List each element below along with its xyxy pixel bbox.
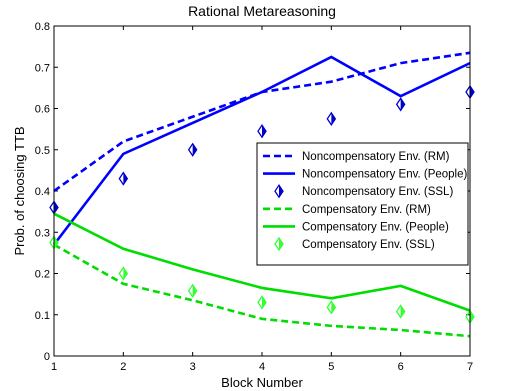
x-tick-label: 5 — [328, 361, 334, 373]
x-tick-label: 4 — [259, 361, 265, 373]
series-line — [53, 243, 471, 338]
y-tick-label: 0.8 — [35, 21, 50, 33]
y-tick-label: 0.3 — [35, 227, 50, 239]
chart-title: Rational Metareasoning — [188, 3, 336, 19]
data-point — [187, 142, 198, 157]
x-tick-label: 2 — [120, 361, 126, 373]
legend-marker-fill — [279, 238, 283, 250]
series-3 — [53, 243, 471, 338]
legend-label: Compensatory Env. (RM) — [302, 204, 431, 216]
data-point-fill — [262, 125, 266, 138]
x-tick-label: 6 — [398, 361, 404, 373]
y-tick-label: 0.5 — [35, 145, 50, 157]
plot-frame — [53, 25, 471, 357]
series-layer — [49, 51, 475, 338]
legend-label: Noncompensatory Env. (RM) — [302, 151, 450, 163]
series-2 — [49, 84, 475, 215]
series-1 — [52, 55, 471, 246]
y-tick-label: 0.1 — [35, 310, 50, 322]
data-point-fill — [331, 112, 336, 125]
data-point-fill — [331, 301, 336, 314]
y-tick-label: 0 — [44, 351, 50, 363]
data-point — [395, 97, 406, 112]
x-tick-label: 1 — [51, 361, 57, 373]
legend: Noncompensatory Env. (RM) Noncompensatory… — [256, 142, 469, 266]
legend-marker-fill — [279, 185, 283, 198]
series-line — [53, 212, 471, 312]
data-point-fill — [470, 86, 474, 98]
data-point-fill — [262, 296, 266, 309]
data-point-fill — [470, 310, 474, 323]
data-point — [187, 283, 198, 298]
data-point-fill — [192, 143, 197, 156]
legend-box — [256, 142, 469, 266]
y-tick-label: 0.7 — [35, 62, 50, 74]
data-point-fill — [192, 284, 197, 297]
y-tick-label: 0.4 — [35, 186, 50, 198]
series-5 — [49, 235, 475, 324]
y-tick-label: 0.2 — [35, 269, 50, 281]
data-point-fill — [400, 305, 405, 318]
y-axis-title: Prob. of choosing TTB — [12, 126, 27, 255]
data-point-fill — [123, 267, 128, 280]
data-point-fill — [54, 201, 58, 214]
data-point-fill — [54, 236, 58, 249]
legend-label: Compensatory Env. (People) — [302, 221, 449, 233]
data-point-fill — [400, 98, 405, 111]
y-tick-label: 0.6 — [35, 104, 50, 116]
series-4 — [53, 212, 471, 312]
axis-ticks: 1 2 3 4 5 6 7 0 0.1 0.2 0.3 0.4 0.5 0.6 0.7 0.8 — [35, 21, 473, 373]
legend-label: Noncompensatory Env. (SSL) — [302, 186, 453, 198]
x-axis-title: Block Number — [221, 375, 303, 390]
data-point-fill — [123, 172, 128, 185]
legend-label: Noncompensatory Env. (People) — [302, 169, 468, 181]
series-line — [52, 55, 471, 246]
x-tick-label: 7 — [467, 361, 473, 373]
legend-label: Compensatory Env. (SSL) — [302, 239, 435, 251]
data-point — [395, 304, 406, 319]
x-tick-label: 3 — [190, 361, 196, 373]
